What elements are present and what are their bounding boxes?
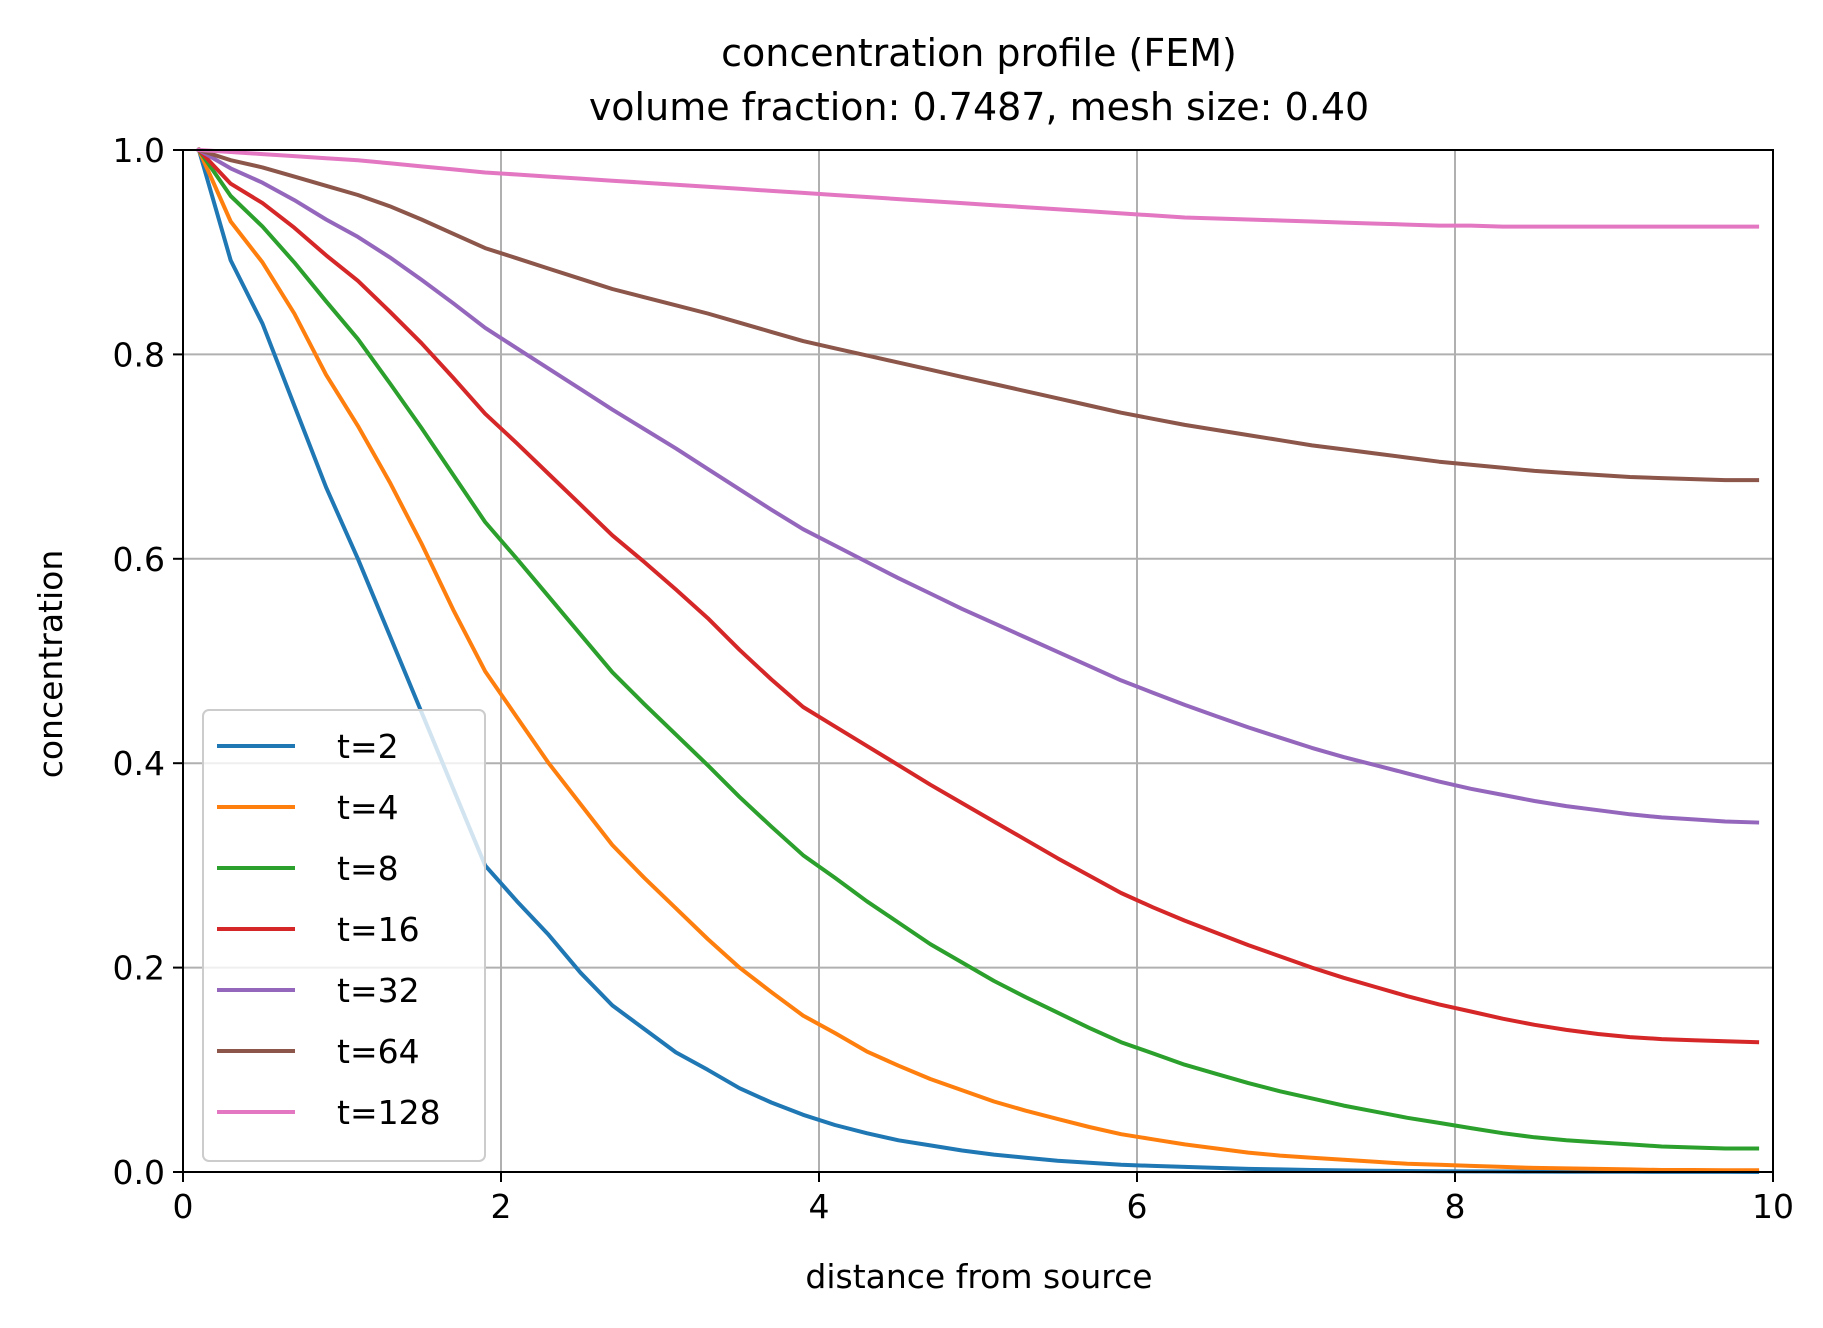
x-axis-label: distance from source	[805, 1257, 1152, 1296]
legend-label: t=64	[337, 1032, 420, 1071]
x-tick-label: 2	[491, 1187, 512, 1226]
legend-label: t=16	[337, 910, 420, 949]
x-tick-label: 6	[1127, 1187, 1148, 1226]
series-line-t-64	[196, 147, 1760, 483]
ticks-layer: 0 2 4 6 8 10 0.0 0.2 0.4 0.6 0.8 1.0	[113, 131, 1794, 1226]
x-tick-label: 0	[173, 1187, 194, 1226]
series-line-t-128	[196, 147, 1760, 229]
series-layer	[196, 147, 1760, 1175]
y-tick-label: 0.0	[113, 1153, 165, 1192]
series-line-t-32	[196, 147, 1760, 825]
series-line-t-16	[196, 147, 1760, 1045]
y-tick-label: 0.2	[113, 949, 165, 988]
y-tick-label: 1.0	[113, 131, 165, 170]
legend-label: t=32	[337, 971, 420, 1010]
y-tick-label: 0.8	[113, 335, 165, 374]
x-tick-label: 10	[1752, 1187, 1794, 1226]
y-tick-label: 0.4	[113, 744, 165, 783]
legend-box	[202, 709, 486, 1162]
x-tick-label: 8	[1445, 1187, 1466, 1226]
plot-frame	[182, 149, 1774, 1173]
y-axis-label: concentration	[31, 550, 70, 779]
chart-title: concentration profile (FEM)	[721, 31, 1237, 75]
legend-label: t=4	[337, 788, 399, 827]
legend-label: t=2	[337, 727, 399, 766]
legend: t=2 t=4 t=8 t=16 t=32 t=64 t=128	[202, 709, 486, 1162]
series-line-t-8	[196, 147, 1760, 1151]
legend-label: t=8	[337, 849, 399, 888]
legend-label: t=128	[337, 1093, 441, 1132]
y-tick-label: 0.6	[113, 540, 165, 579]
series-line-t-4	[196, 147, 1760, 1173]
chart-subtitle: volume fraction: 0.7487, mesh size: 0.40	[589, 85, 1369, 129]
x-tick-label: 4	[809, 1187, 830, 1226]
